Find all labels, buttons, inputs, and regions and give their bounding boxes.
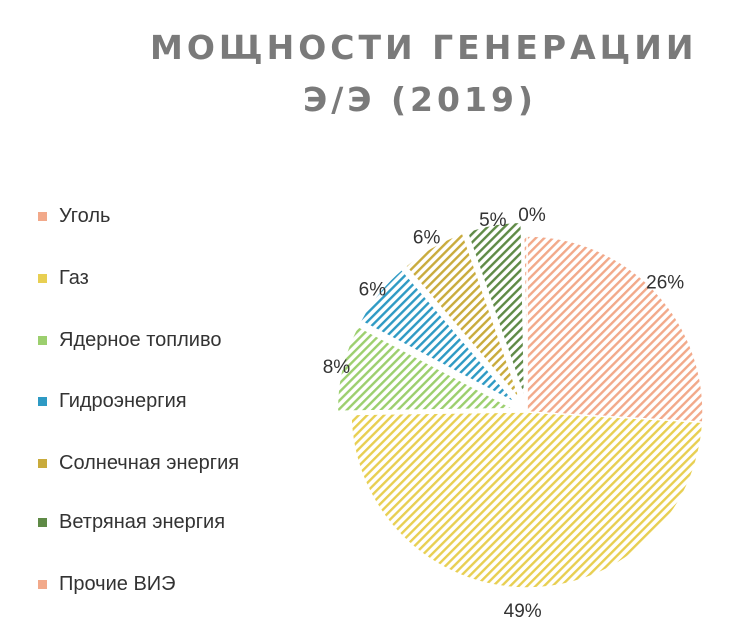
legend-label-coal: Уголь bbox=[59, 204, 111, 227]
legend-item-other-renewables[interactable]: Прочие ВИЭ bbox=[38, 570, 176, 598]
legend-label-hydro: Гидроэнергия bbox=[59, 389, 187, 412]
legend-label-nuclear: Ядерное топливо bbox=[59, 328, 222, 351]
data-label-other-renewables: 0% bbox=[518, 205, 546, 226]
legend-item-nuclear[interactable]: Ядерное топливо bbox=[38, 326, 221, 354]
legend-item-gas[interactable]: Газ bbox=[38, 264, 89, 292]
legend-label-wind: Ветряная энергия bbox=[59, 510, 226, 533]
legend-item-coal[interactable]: Уголь bbox=[38, 202, 110, 230]
legend-item-hydro[interactable]: Гидроэнергия bbox=[38, 387, 187, 415]
chart-title-line-1: МОЩНОСТИ ГЕНЕРАЦИИ bbox=[150, 28, 698, 67]
legend-item-solar[interactable]: Солнечная энергия bbox=[38, 449, 239, 477]
pie-slice-hydro[interactable] bbox=[359, 268, 517, 404]
legend-swatch-other-renewables bbox=[38, 579, 47, 589]
data-label-nuclear: 8% bbox=[323, 357, 351, 378]
legend-swatch-gas bbox=[38, 273, 47, 283]
pie-slice-wind[interactable] bbox=[466, 221, 526, 399]
legend-label-solar: Солнечная энергия bbox=[59, 451, 240, 474]
data-label-wind: 5% bbox=[479, 210, 507, 231]
pie-slice-coal[interactable] bbox=[526, 235, 704, 423]
legend-item-wind[interactable]: Ветряная энергия bbox=[38, 508, 225, 536]
data-label-hydro: 6% bbox=[359, 279, 387, 300]
legend-label-gas: Газ bbox=[59, 266, 89, 289]
chart-title-line-2: Э/Э (2019) bbox=[303, 80, 537, 119]
legend-label-other-renewables: Прочие ВИЭ bbox=[59, 572, 176, 595]
chart-title: МОЩНОСТИ ГЕНЕРАЦИИ Э/Э (2019) bbox=[150, 22, 698, 126]
pie-data-labels: 26% 49% 8% 6% 6% 5% 0% bbox=[323, 205, 685, 622]
pie-slices bbox=[336, 221, 704, 589]
pie-slice-gas[interactable] bbox=[350, 411, 704, 589]
legend-swatch-wind bbox=[38, 517, 47, 527]
data-label-solar: 6% bbox=[413, 228, 441, 249]
pie-slice-other-renewables[interactable] bbox=[522, 235, 528, 413]
pie-slice-nuclear[interactable] bbox=[336, 325, 514, 412]
legend-swatch-nuclear bbox=[38, 335, 47, 345]
legend-swatch-hydro bbox=[38, 396, 47, 406]
pie-slice-solar[interactable] bbox=[404, 232, 521, 401]
legend-swatch-solar bbox=[38, 458, 47, 468]
data-label-coal: 26% bbox=[646, 273, 684, 294]
legend-swatch-coal bbox=[38, 211, 47, 221]
data-label-gas: 49% bbox=[504, 601, 542, 622]
